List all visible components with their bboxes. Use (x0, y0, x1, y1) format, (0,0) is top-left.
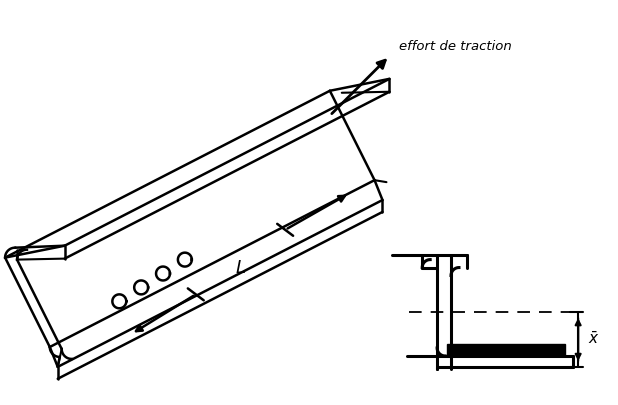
Text: effort de traction: effort de traction (399, 40, 512, 53)
Bar (447, 344, 565, 356)
Text: L: L (235, 258, 245, 277)
Text: $\bar{x}$: $\bar{x}$ (588, 331, 599, 347)
